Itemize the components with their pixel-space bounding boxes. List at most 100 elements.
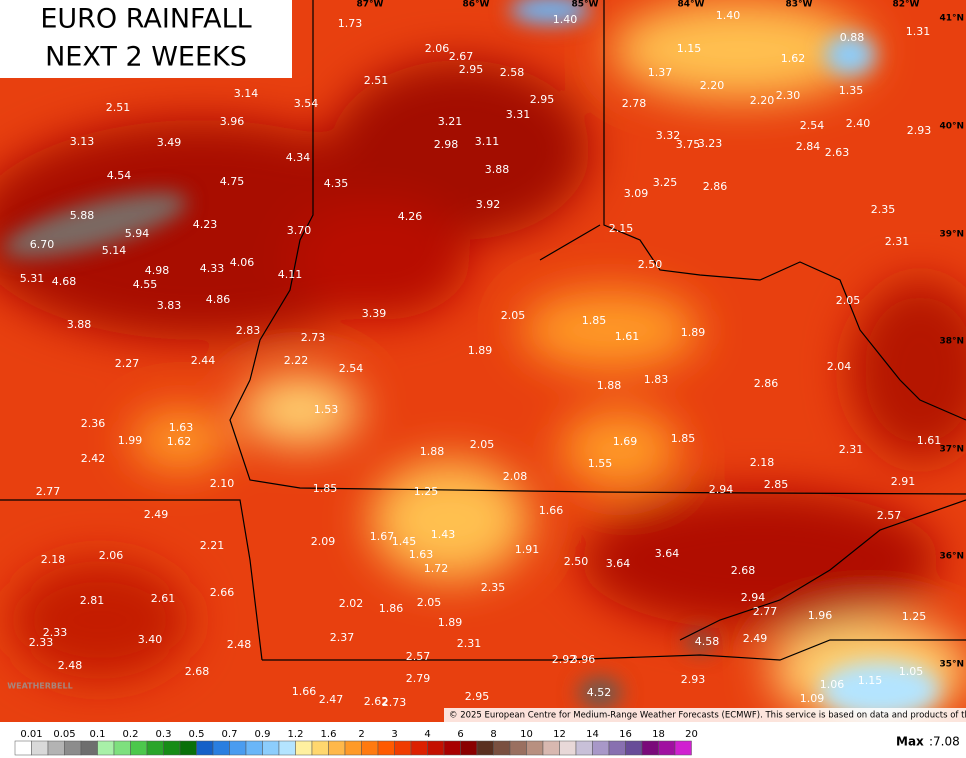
rain-label: 1.15 [858,674,883,687]
colorbar-swatch [410,740,428,756]
colorbar-swatch [146,740,164,756]
rain-label: 4.98 [145,264,170,277]
colorbar-tick: 0.01 [20,729,42,740]
rain-label: 1.69 [613,435,638,448]
latitude-label: 38°N [939,337,964,347]
rain-label: 1.91 [515,543,540,556]
rain-label: 3.40 [138,633,163,646]
colorbar-swatch [592,740,610,756]
colorbar-swatch [179,740,197,756]
rain-label: 3.96 [571,653,596,666]
rain-label: 2.37 [330,631,355,644]
rain-label: 1.85 [671,432,696,445]
rain-label: 1.88 [420,445,445,458]
rain-label: 2.10 [210,477,235,490]
rain-label: 5.14 [102,244,127,257]
rain-label: 3.21 [438,115,463,128]
rain-label: 3.32 [656,129,681,142]
rain-label: 3.23 [698,137,723,150]
rain-label: 1.73 [338,17,363,30]
colorbar-swatch [674,740,692,756]
colorbar-swatch [212,740,230,756]
rain-label: 2.48 [227,638,252,651]
colorbar-swatch [163,740,181,756]
rain-label: 1.83 [644,373,669,386]
rain-label: 2.48 [58,659,83,672]
latitude-label: 36°N [939,552,964,562]
latitude-label: 35°N [939,660,964,670]
colorbar-swatch [526,740,544,756]
rain-label: 1.63 [169,421,194,434]
rain-label: 2.49 [144,508,169,521]
colorbar-swatch [113,740,131,756]
rain-label: 2.95 [530,93,555,106]
colorbar-swatch [460,740,478,756]
rain-label: 2.36 [81,417,106,430]
rain-label: 2.50 [638,258,663,271]
rain-label: 4.26 [398,210,423,223]
colorbar-swatch [361,740,379,756]
rain-label: 3.39 [362,307,387,320]
rain-label: 2.57 [877,509,902,522]
rain-label: 1.96 [808,609,833,622]
colorbar-tick: 18 [652,729,665,740]
latitude-label: 40°N [939,122,964,132]
rain-label: 2.02 [339,597,364,610]
rain-label: 2.91 [891,475,916,488]
rain-label: 2.27 [115,357,140,370]
title-line: EURO RAINFALL [40,4,251,35]
max-value: 7.08 [933,735,960,749]
rain-label: 3.13 [70,135,95,148]
rain-label: 3.64 [606,557,631,570]
rain-label: 2.18 [750,456,775,469]
state-borders [0,0,966,661]
colorbar-swatch [229,740,247,756]
colorbar-tick: 0.05 [53,729,75,740]
colorbar-swatch [278,740,296,756]
rain-label: 1.99 [118,434,143,447]
rain-label: 1.25 [902,610,927,623]
rain-label: 3.83 [157,299,182,312]
colorbar-swatch [559,740,577,756]
rain-label: 4.23 [193,218,218,231]
rain-label: 2.77 [753,605,778,618]
rain-label: 1.89 [681,326,706,339]
colorbar-swatch [311,740,329,756]
rain-label: 2.49 [743,632,768,645]
colorbar-swatch [443,740,461,756]
rain-label: 4.55 [133,278,158,291]
rain-label: 1.66 [539,504,564,517]
rain-label: 3.75 [676,138,701,151]
rain-label: 1.89 [438,616,463,629]
colorbar-swatch [641,740,659,756]
rain-label: 2.94 [741,591,766,604]
rain-label: 2.31 [457,637,482,650]
rain-label: 2.06 [99,549,124,562]
colorbar-swatch [262,740,280,756]
rain-label: 1.86 [379,602,404,615]
rain-label: 1.55 [588,457,613,470]
rain-label: 2.05 [501,309,526,322]
colorbar-swatch [542,740,560,756]
rain-label: 1.72 [424,562,449,575]
rain-label: 2.04 [827,360,852,373]
colorbar-swatch [476,740,494,756]
rain-label: 2.54 [339,362,364,375]
rain-label: 3.64 [655,547,680,560]
rain-label: 3.70 [287,224,312,237]
rain-label: 2.77 [36,485,61,498]
rain-label: 3.54 [294,97,319,110]
rain-label: 1.15 [677,42,702,55]
colorbar-tick: 0.1 [90,729,106,740]
rain-label: 2.06 [425,42,450,55]
rain-label: 1.45 [392,535,417,548]
rain-label: 2.95 [459,63,484,76]
rain-label: 4.11 [278,268,303,281]
colorbar-tick: 0.2 [123,729,139,740]
rain-label: 1.43 [431,528,456,541]
rain-label: 4.06 [230,256,255,269]
colorbar-swatch [377,740,395,756]
rain-label: 1.61 [917,434,942,447]
rain-label: 2.67 [449,50,474,63]
